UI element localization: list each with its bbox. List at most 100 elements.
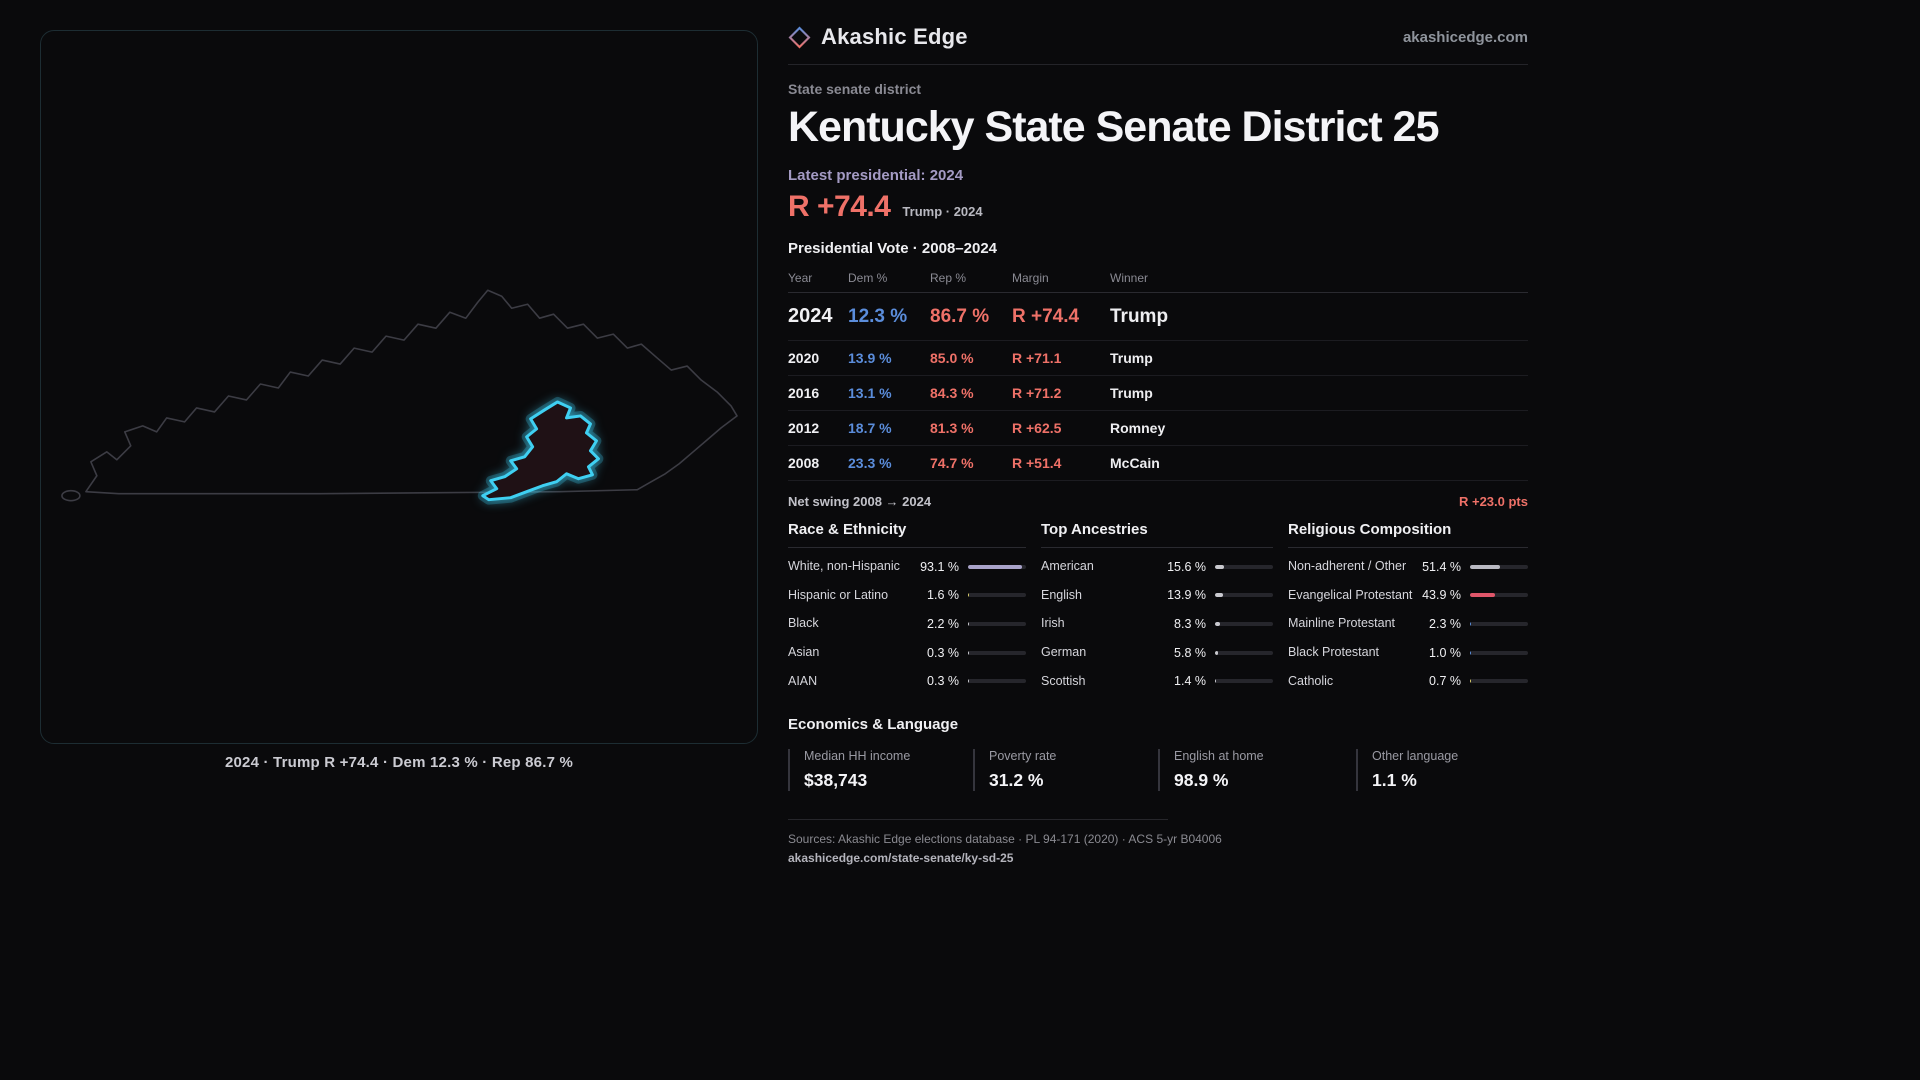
economics-title: Economics & Language <box>788 716 959 734</box>
demo-label: English <box>1041 587 1082 602</box>
demo-bar-fill <box>1470 650 1471 655</box>
dem-cell: 13.9 % <box>848 350 892 366</box>
margin-cell: R +51.4 <box>1012 455 1062 471</box>
rep-cell: 84.3 % <box>930 385 974 401</box>
rep-cell: 86.7 % <box>930 305 990 327</box>
winner-cell: Trump <box>1110 385 1153 401</box>
rep-cell: 81.3 % <box>930 420 974 436</box>
footer-divider <box>788 819 1168 821</box>
demo-value: 8.3 % <box>1174 617 1206 632</box>
demo-label: Scottish <box>1041 673 1086 688</box>
demo-item: Scottish 1.4 % <box>1041 674 1273 690</box>
demo-item: AIAN 0.3 % <box>788 674 1026 690</box>
demo-item: Irish 8.3 % <box>1041 616 1273 632</box>
table-row: 2024 12.3 % 86.7 % R +74.4 Trump <box>788 293 1528 341</box>
margin-cell: R +62.5 <box>1012 420 1062 436</box>
site-link[interactable]: akashicedge.com <box>1402 28 1528 46</box>
demo-label: Black <box>788 616 819 631</box>
demo-label: Irish <box>1041 616 1065 631</box>
demo-value: 0.3 % <box>927 674 959 689</box>
demo-bar <box>968 650 1026 655</box>
swing-label: Net swing 2008 → 2024 <box>788 494 932 509</box>
demo-value: 2.3 % <box>1429 617 1461 632</box>
header: Akashic Edge akashicedge.com <box>788 24 1528 65</box>
demo-bar-fill <box>1470 593 1496 598</box>
vote-table-header: Year Dem % Rep % Margin Winner <box>788 265 1528 293</box>
demo-bar <box>1470 650 1528 655</box>
year-cell: 2016 <box>788 385 820 401</box>
demo-bar-fill <box>1470 564 1500 569</box>
demo-label: Catholic <box>1288 673 1334 688</box>
demo-label: American <box>1041 559 1094 573</box>
demo-item: Catholic 0.7 % <box>1288 674 1528 690</box>
margin-note: Trump · 2024 <box>902 204 983 219</box>
dem-cell: 12.3 % <box>848 305 908 327</box>
kentucky-bend-outline <box>61 489 81 502</box>
stat-label: English at home <box>1174 749 1264 764</box>
demo-bar-fill <box>1215 622 1220 627</box>
margin-cell: R +71.1 <box>1012 350 1062 366</box>
winner-cell: Romney <box>1110 420 1166 436</box>
stat-label: Other language <box>1372 749 1459 764</box>
footer-sources: Sources: Akashic Edge elections database… <box>788 832 1222 847</box>
stat-value: 1.1 % <box>1372 770 1417 791</box>
demo-bar <box>1470 679 1528 684</box>
demo-value: 13.9 % <box>1167 588 1206 603</box>
dem-cell: 13.1 % <box>848 385 892 401</box>
headline-margin: R +74.4 Trump · 2024 <box>788 190 1528 224</box>
demo-label: White, non-Hispanic <box>788 559 900 573</box>
section-title: Top Ancestries <box>1041 521 1273 548</box>
demo-item: English 13.9 % <box>1041 588 1273 604</box>
map-panel <box>40 30 758 744</box>
demographics-grid: Race & Ethnicity White, non-Hispanic 93.… <box>788 521 1528 702</box>
demo-label: Asian <box>788 644 820 659</box>
col-winner: Winner <box>1110 271 1149 285</box>
demo-value: 0.3 % <box>927 645 959 660</box>
demo-label: AIAN <box>788 673 818 688</box>
latest-presidential-label: Latest presidential: 2024 <box>788 167 964 184</box>
demo-value: 43.9 % <box>1422 588 1461 603</box>
demo-value: 0.7 % <box>1429 674 1461 689</box>
kicker-label: State senate district <box>788 81 922 97</box>
demo-bar <box>1470 593 1528 598</box>
demo-bar-fill <box>968 622 970 627</box>
demo-item: German 5.8 % <box>1041 645 1273 661</box>
district-shape[interactable] <box>481 400 600 502</box>
district-report: Akashic Edge akashicedge.com State senat… <box>788 24 1528 867</box>
stat-poverty-rate: Poverty rate 31.2 % <box>973 749 1158 792</box>
demo-label: Black Protestant <box>1288 644 1380 659</box>
table-row: 2008 23.3 % 74.7 % R +51.4 McCain <box>788 446 1528 481</box>
demo-value: 15.6 % <box>1167 559 1206 574</box>
demo-value: 2.2 % <box>927 617 959 632</box>
winner-cell: McCain <box>1110 455 1160 471</box>
footer: Sources: Akashic Edge elections database… <box>788 819 1528 867</box>
stat-median-hh-income: Median HH income $38,743 <box>788 749 973 792</box>
demo-bar <box>968 564 1026 569</box>
year-cell: 2020 <box>788 350 820 366</box>
net-swing-row: Net swing 2008 → 2024 R +23.0 pts <box>788 481 1528 509</box>
col-rep: Rep % <box>930 271 967 285</box>
demo-value: 93.1 % <box>920 559 959 574</box>
demo-bar <box>1215 593 1273 598</box>
year-cell: 2008 <box>788 455 820 471</box>
dem-cell: 18.7 % <box>848 420 892 436</box>
year-cell: 2012 <box>788 420 820 436</box>
demo-label: Hispanic or Latino <box>788 587 889 602</box>
stat-other-language: Other language 1.1 % <box>1356 749 1528 792</box>
demo-bar-fill <box>1470 622 1472 627</box>
demo-item: American 15.6 % <box>1041 559 1273 575</box>
rep-cell: 74.7 % <box>930 455 974 471</box>
margin-cell: R +71.2 <box>1012 385 1062 401</box>
demo-bar <box>1470 622 1528 627</box>
margin-value: R +74.4 <box>788 190 891 223</box>
demo-bar-fill <box>968 564 1022 569</box>
demo-bar <box>1215 650 1273 655</box>
section-race-ethnicity: Race & Ethnicity White, non-Hispanic 93.… <box>788 521 1026 702</box>
section-religious-composition: Religious Composition Non-adherent / Oth… <box>1288 521 1528 702</box>
winner-cell: Trump <box>1110 350 1153 366</box>
footer-permalink[interactable]: akashicedge.com/state-senate/ky-sd-25 <box>788 851 1014 866</box>
demo-bar-fill <box>1215 564 1225 569</box>
demo-bar-fill <box>1215 650 1219 655</box>
col-dem: Dem % <box>848 271 888 285</box>
vote-table-title: Presidential Vote · 2008–2024 <box>788 240 998 257</box>
